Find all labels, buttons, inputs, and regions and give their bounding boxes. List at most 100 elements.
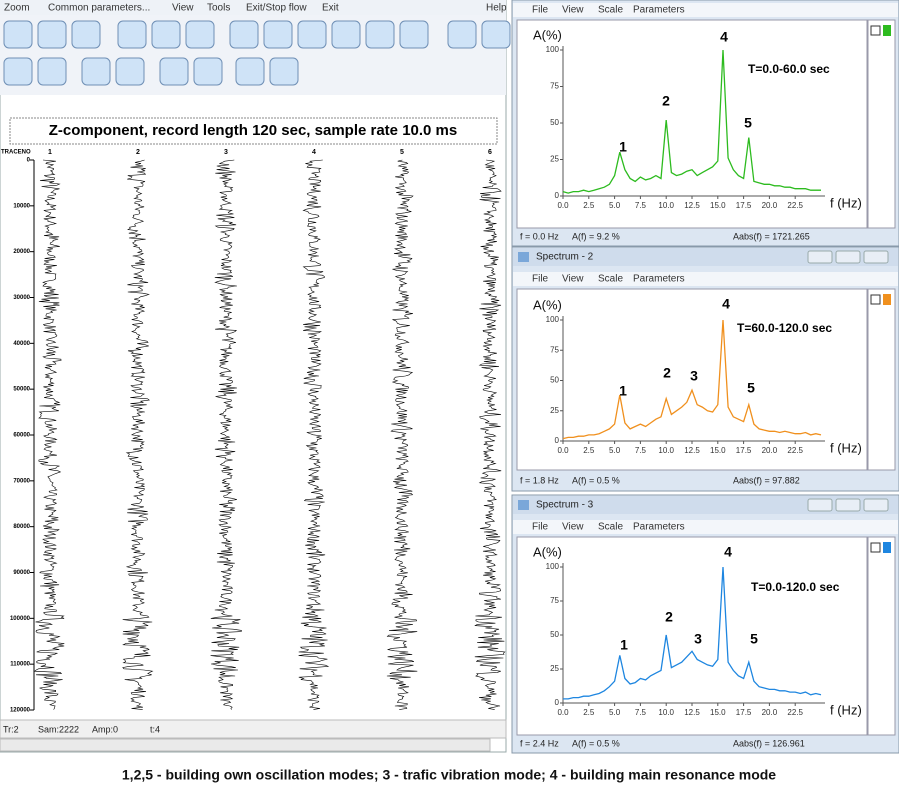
window-button[interactable]	[835, 250, 861, 264]
toolbar-button[interactable]	[37, 20, 67, 49]
seismic-trace	[298, 159, 330, 710]
window-button[interactable]	[863, 250, 889, 264]
window-button[interactable]	[807, 498, 833, 512]
menu-item[interactable]: View	[562, 5, 584, 16]
x-tick-label: 20.0	[762, 708, 778, 717]
y-tick-label: 25	[550, 406, 559, 415]
horizontal-scrollbar[interactable]	[0, 738, 491, 752]
menu-item[interactable]: Exit	[322, 3, 339, 14]
toolbar-button[interactable]	[447, 20, 477, 49]
menu-item[interactable]: Scale	[598, 5, 623, 16]
menu-item[interactable]: View	[172, 3, 194, 14]
menu-bar	[513, 520, 898, 534]
checkbox[interactable]	[870, 25, 881, 36]
trace-number: 5	[400, 149, 404, 156]
window-button[interactable]	[807, 250, 833, 264]
toolbar-button[interactable]	[365, 20, 395, 49]
x-tick-label: 17.5	[736, 446, 752, 455]
menu-item[interactable]: Scale	[598, 522, 623, 533]
x-tick-label: 0.0	[557, 446, 569, 455]
peak-label: 1	[619, 383, 627, 399]
status-text: Aabs(f) = 1721.265	[733, 231, 810, 241]
toolbar-button[interactable]	[229, 20, 259, 49]
toolbar-button[interactable]	[399, 20, 429, 49]
toolbar-button[interactable]	[235, 57, 265, 86]
peak-label: 2	[665, 609, 673, 625]
toolbar-button[interactable]	[331, 20, 361, 49]
x-tick-label: 12.5	[684, 201, 700, 210]
menu-item[interactable]: View	[562, 522, 584, 533]
window-icon	[518, 500, 529, 510]
x-tick-label: 17.5	[736, 708, 752, 717]
plot-panel	[516, 288, 868, 471]
x-tick-label: 7.5	[635, 446, 647, 455]
toolbar-button[interactable]	[3, 20, 33, 49]
toolbar-button[interactable]	[115, 57, 145, 86]
status-text: t:4	[150, 724, 160, 734]
toolbar-button[interactable]	[81, 57, 111, 86]
menu-item[interactable]: Common parameters...	[48, 3, 150, 14]
toolbar-button[interactable]	[263, 20, 293, 49]
menu-item[interactable]: File	[532, 522, 549, 533]
menu-item[interactable]: View	[562, 274, 584, 285]
title-box	[9, 117, 498, 145]
peak-label: 1	[620, 637, 628, 653]
menu-item[interactable]: Tools	[207, 3, 230, 14]
status-text: Aabs(f) = 126.961	[733, 738, 805, 748]
toolbar-button[interactable]	[481, 20, 511, 49]
seismic-trace	[474, 159, 506, 710]
y-tick-label: 90000	[13, 570, 30, 576]
plot-panel	[516, 536, 868, 736]
toolbar-button[interactable]	[151, 20, 181, 49]
checkbox[interactable]	[870, 294, 881, 305]
y-tick-label: 75	[550, 345, 559, 354]
peak-label: 2	[662, 93, 670, 109]
toolbar-button[interactable]	[269, 57, 299, 86]
menu-item[interactable]: Help	[486, 3, 507, 14]
peak-label: 4	[724, 544, 732, 560]
menu-item[interactable]: Parameters	[633, 522, 685, 533]
x-tick-label: 15.0	[710, 446, 726, 455]
status-text: f = 0.0 Hz	[520, 231, 559, 241]
x-tick-label: 22.5	[787, 201, 803, 210]
menu-item[interactable]: Exit/Stop flow	[246, 3, 307, 14]
menu-item[interactable]: Scale	[598, 274, 623, 285]
status-text: Sam:2222	[38, 724, 79, 734]
spectrum-line	[562, 49, 821, 194]
toolbar-button[interactable]	[37, 57, 67, 86]
toolbar-button[interactable]	[117, 20, 147, 49]
status-text: A(f) = 0.5 %	[572, 738, 620, 748]
status-text: Aabs(f) = 97.882	[733, 475, 800, 485]
plot-panel	[516, 19, 868, 229]
toolbar-button[interactable]	[71, 20, 101, 49]
toolbar-button[interactable]	[185, 20, 215, 49]
y-tick-label: 25	[550, 155, 559, 164]
side-panel	[867, 536, 896, 736]
y-tick-label: 0	[27, 158, 31, 164]
peak-label: 3	[694, 631, 702, 647]
menu-item[interactable]: File	[532, 5, 549, 16]
toolbar-button[interactable]	[159, 57, 189, 86]
menu-item[interactable]: File	[532, 274, 549, 285]
x-axis-label: f (Hz)	[830, 702, 862, 717]
window-button[interactable]	[863, 498, 889, 512]
x-tick-label: 2.5	[583, 201, 595, 210]
toolbar-button[interactable]	[193, 57, 223, 86]
checkbox[interactable]	[870, 542, 881, 553]
seismic-trace	[386, 159, 418, 710]
window-button[interactable]	[835, 498, 861, 512]
trace-number: 3	[224, 149, 228, 156]
menu-item[interactable]: Zoom	[4, 3, 30, 14]
time-window-note: T=0.0-60.0 sec	[748, 62, 830, 76]
status-text: f = 1.8 Hz	[520, 475, 559, 485]
y-tick-label: 70000	[13, 478, 30, 484]
menu-bar	[513, 3, 898, 17]
y-tick-label: 75	[550, 596, 559, 605]
menu-item[interactable]: Parameters	[633, 5, 685, 16]
toolbar-button[interactable]	[297, 20, 327, 49]
menu-item[interactable]: Parameters	[633, 274, 685, 285]
x-tick-label: 5.0	[609, 446, 621, 455]
seismic-trace	[210, 159, 242, 710]
y-tick-label: 25	[550, 664, 559, 673]
toolbar-button[interactable]	[3, 57, 33, 86]
